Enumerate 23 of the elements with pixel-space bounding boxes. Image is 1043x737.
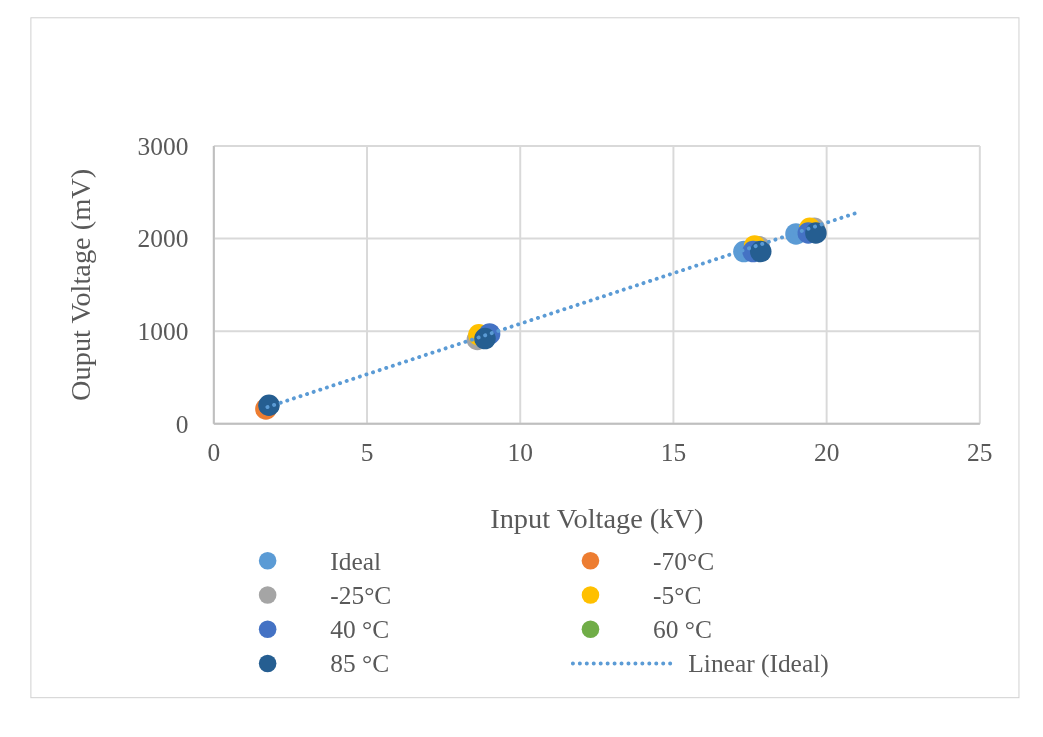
point [474, 327, 496, 350]
y-tick-label: 1000 [137, 316, 189, 346]
legend-label: -70°C [653, 546, 715, 576]
legend-label: Ideal [330, 546, 382, 576]
y-tick-label: 3000 [137, 131, 189, 161]
x-axis-title: Input Voltage (kV) [490, 503, 704, 535]
x-tick-label: 15 [660, 437, 687, 467]
y-axis-title: Ouput Voltage (mV) [64, 168, 96, 401]
point [749, 240, 772, 263]
legend-label: Linear (Ideal) [688, 649, 829, 679]
y-tick-label: 2000 [137, 224, 189, 254]
x-tick-label: 5 [360, 437, 374, 467]
x-tick-label: 25 [967, 437, 993, 467]
x-tick-label: 10 [507, 437, 533, 467]
x-tick-label: 0 [207, 437, 221, 467]
legend-label: 85 °C [330, 649, 390, 679]
legend-label: 60 °C [653, 615, 712, 645]
y-tick-label: 0 [175, 409, 189, 439]
legend-label: -25°C [330, 580, 392, 610]
legend-label: -5°C [653, 580, 702, 610]
legend-label: 40 °C [330, 615, 390, 645]
x-tick-label: 20 [813, 437, 840, 467]
point [805, 222, 827, 244]
